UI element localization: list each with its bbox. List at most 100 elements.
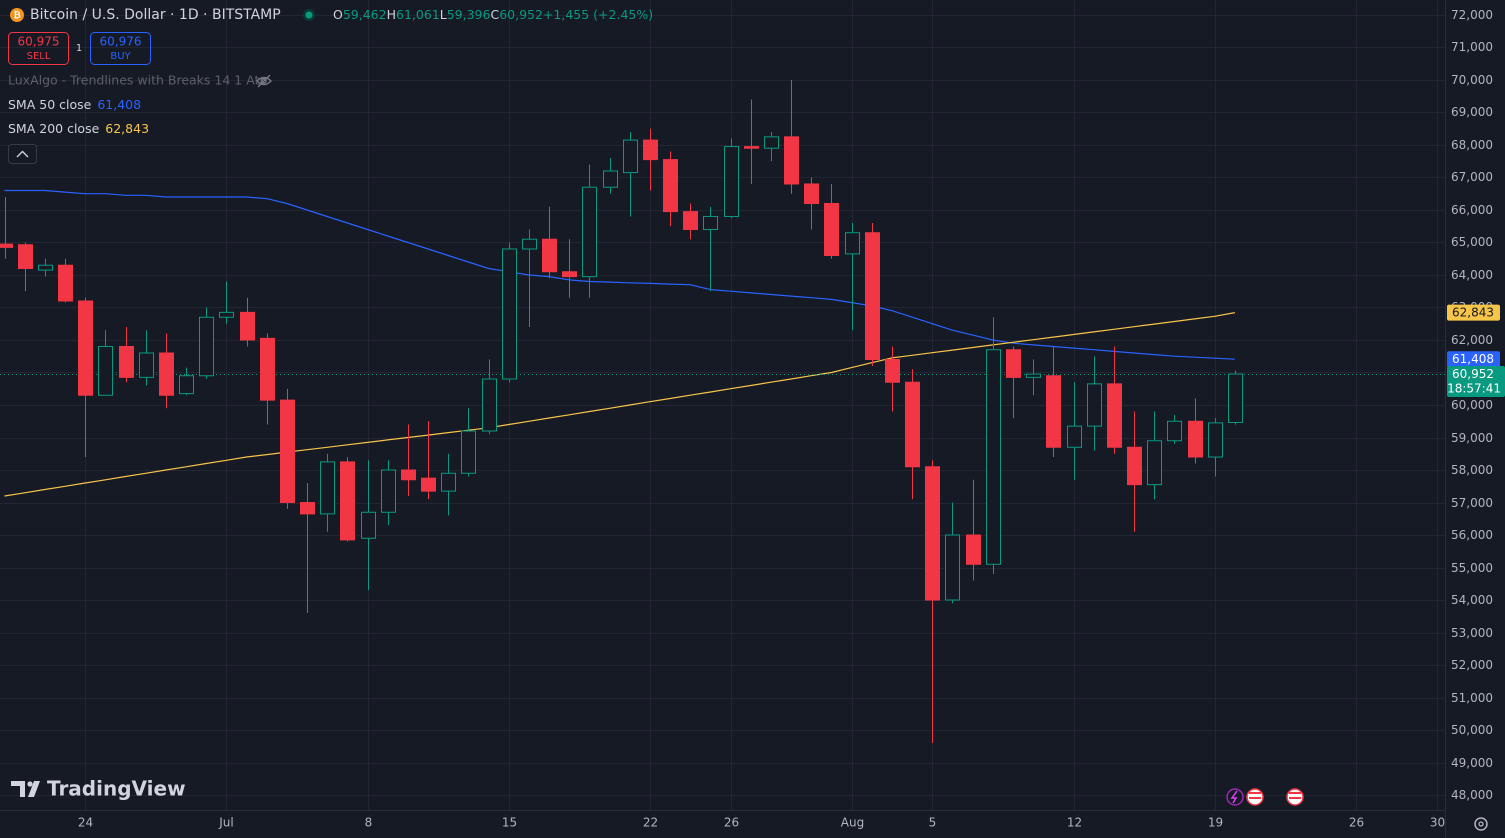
x-tick-label: 26 <box>1349 816 1364 830</box>
event-icon[interactable] <box>1226 788 1244 806</box>
candle-body <box>219 311 234 318</box>
logo-text: TradingView <box>47 777 186 801</box>
candle-body <box>240 311 255 341</box>
settings-icon[interactable] <box>1474 817 1488 831</box>
legend-value: 61,408 <box>97 97 141 112</box>
buy-button[interactable] <box>90 32 151 65</box>
event-flag-stripe <box>1249 792 1261 794</box>
y-tick-label: 64,000 <box>1451 268 1493 282</box>
y-tick-label: 56,000 <box>1451 528 1493 542</box>
candle-body <box>18 244 33 269</box>
sma-line <box>4 312 1236 497</box>
quantity: 1 <box>76 43 82 54</box>
y-tick-label: 57,000 <box>1451 496 1493 510</box>
candle-body <box>159 352 174 396</box>
candle-body <box>945 534 960 601</box>
ohlc: O59,462H61,061L59,396C60,952+1,455 (+2.4… <box>333 7 653 22</box>
candle-body <box>582 186 597 278</box>
candle-body <box>603 170 618 188</box>
ohlc-change: +1,455 (+2.45%) <box>543 7 653 22</box>
candle-body <box>905 381 920 468</box>
price-badge-label: 61,408 <box>1452 352 1494 366</box>
candle-body <box>966 534 981 565</box>
candle-body <box>119 345 134 378</box>
legend-value: 62,843 <box>105 121 149 136</box>
indicator-legend[interactable]: LuxAlgo - Trendlines with Breaks 14 1 At… <box>8 73 265 88</box>
x-tick-label: 26 <box>724 816 739 830</box>
candle-body <box>1026 373 1041 378</box>
candle-body <box>643 139 658 161</box>
price-badge <box>1447 366 1505 398</box>
ohlc-value: 61,061 <box>396 7 440 22</box>
sell-button[interactable] <box>8 32 69 65</box>
x-tick-label: 24 <box>78 816 93 830</box>
candle-body <box>260 337 275 401</box>
ohlc-key: L <box>440 7 447 22</box>
candle-body <box>522 238 537 250</box>
ohlc-key: C <box>490 7 499 22</box>
candle-body <box>1107 383 1122 448</box>
buy-price: 60,976 <box>100 35 142 49</box>
ohlc-key: O <box>333 7 343 22</box>
candle-body <box>361 511 376 539</box>
candle-body <box>542 238 557 273</box>
candle-body <box>461 430 476 474</box>
candle-body <box>1208 422 1223 458</box>
candle-body <box>865 232 880 360</box>
event-flag-stripe <box>1289 792 1301 794</box>
y-tick-label: 72,000 <box>1451 8 1493 22</box>
symbol-icon-glyph: ₿ <box>13 10 20 21</box>
y-tick-label: 59,000 <box>1451 431 1493 445</box>
candle-body <box>824 202 839 256</box>
ohlc-key: H <box>387 7 396 22</box>
candle-body <box>38 264 53 271</box>
events <box>1226 788 1304 806</box>
candle-body <box>623 139 638 174</box>
event-flag-stripe <box>1289 797 1301 799</box>
y-tick-label: 70,000 <box>1451 73 1493 87</box>
candle-body <box>300 502 315 515</box>
sma200-legend[interactable]: SMA 200 close 62,843 <box>8 121 149 136</box>
y-tick-label: 67,000 <box>1451 170 1493 184</box>
candle-body <box>1228 373 1243 423</box>
legend-name: SMA 50 close <box>8 97 92 112</box>
x-tick-label: 8 <box>365 816 373 830</box>
header: ₿ Bitcoin / U.S. Dollar · 1D · BITSTAMP … <box>8 7 653 164</box>
candle-body <box>784 136 799 185</box>
candle-body <box>381 469 396 513</box>
x-tick-label: 12 <box>1067 816 1082 830</box>
candle-body <box>58 264 73 302</box>
candles <box>0 79 1243 744</box>
candle-body <box>885 358 900 383</box>
candle-body <box>744 146 759 149</box>
sma50-legend[interactable]: SMA 50 close 61,408 <box>8 97 141 112</box>
candle-body <box>0 243 13 248</box>
x-tick-label: 5 <box>929 816 937 830</box>
candle-body <box>986 349 1001 565</box>
logo-mark <box>11 781 40 797</box>
collapse-button[interactable] <box>8 144 37 164</box>
ohlc-value: 59,396 <box>447 7 491 22</box>
countdown: 18:57:41 <box>1447 382 1501 396</box>
event-bolt <box>1230 790 1238 804</box>
y-tick-label: 71,000 <box>1451 40 1493 54</box>
y-tick-label: 65,000 <box>1451 235 1493 249</box>
indicator-lines <box>0 189 1445 497</box>
symbol-title: Bitcoin / U.S. Dollar · 1D · BITSTAMP <box>30 7 281 23</box>
candle-body <box>1167 420 1182 442</box>
y-tick-label: 54,000 <box>1451 593 1493 607</box>
candle-body <box>441 472 456 492</box>
x-tick-label: Aug <box>841 816 864 830</box>
y-tick-label: 58,000 <box>1451 463 1493 477</box>
candle-body <box>1046 375 1061 448</box>
sell-label: SELL <box>27 51 51 62</box>
x-tick-label: 30 <box>1430 816 1445 830</box>
hidden-eye-icon[interactable] <box>256 74 272 88</box>
buy-label: BUY <box>110 51 131 62</box>
candle-body <box>764 136 779 149</box>
candle-body <box>925 466 940 601</box>
y-tick-label: 50,000 <box>1451 723 1493 737</box>
x-tick-label: 19 <box>1208 816 1223 830</box>
